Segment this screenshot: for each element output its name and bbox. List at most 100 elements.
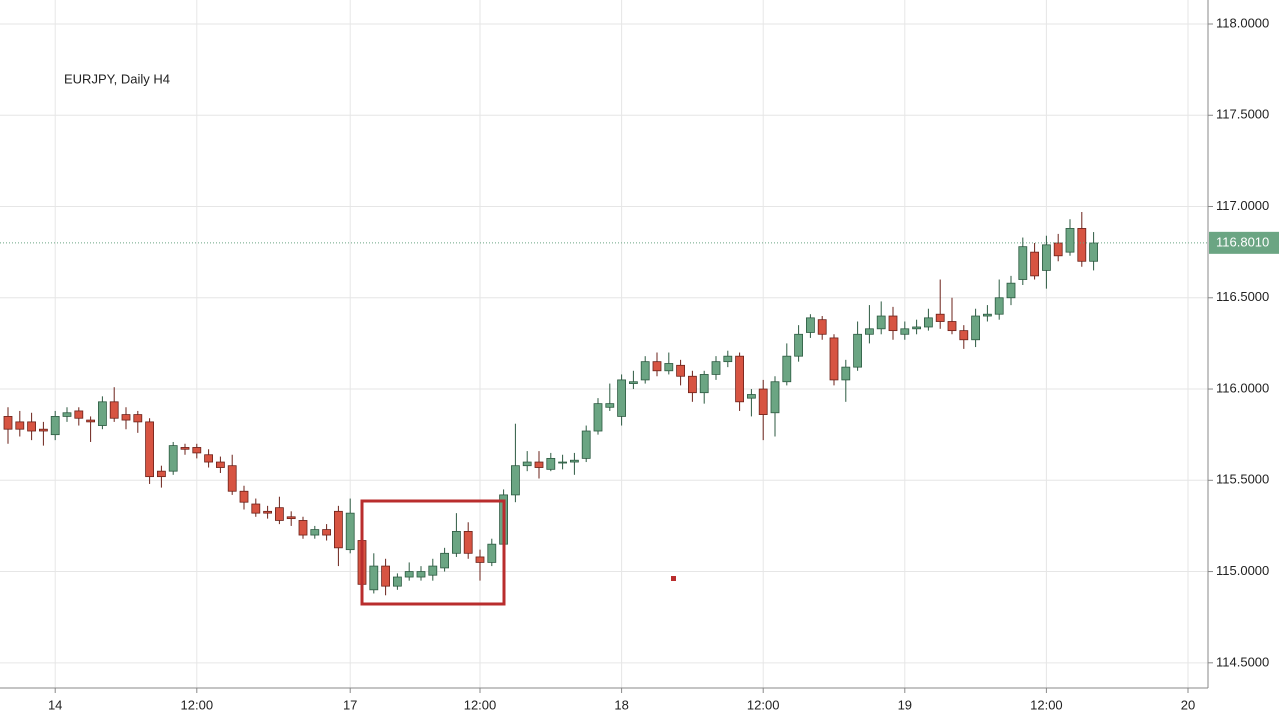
candle-body <box>62 412 72 417</box>
candle-body <box>640 361 650 381</box>
candle-body <box>440 552 450 569</box>
candle-body <box>15 421 25 430</box>
candle-body <box>983 313 992 317</box>
candle-body <box>50 416 60 436</box>
candle-body <box>711 361 721 375</box>
candle-body <box>404 571 414 578</box>
y-tick-label: 116.5000 <box>1216 289 1269 304</box>
candle-body <box>534 461 544 468</box>
candle-body <box>900 328 910 335</box>
candle-body <box>510 465 520 496</box>
candle-body <box>392 576 402 587</box>
candle-body <box>286 516 296 520</box>
candle-body <box>794 333 803 357</box>
candle-body <box>652 361 662 372</box>
last-price-label: 116.8010 <box>1216 234 1269 249</box>
candle-body <box>888 315 898 332</box>
candle-body <box>121 414 131 421</box>
candle-body <box>617 379 626 417</box>
candles <box>0 211 1208 596</box>
candle-body <box>806 317 815 333</box>
candle-body <box>215 461 225 468</box>
candle-body <box>723 355 733 363</box>
candle-body <box>274 507 284 521</box>
candle-body <box>546 457 556 470</box>
candle-body <box>629 381 638 384</box>
x-tick-label: 18 <box>614 697 628 712</box>
candle-body <box>227 465 237 492</box>
candle-body <box>345 512 355 551</box>
candle-body <box>333 510 343 549</box>
candle-body <box>204 454 214 463</box>
candle-body <box>263 510 273 514</box>
candle-body <box>1053 242 1063 257</box>
candle-body <box>1006 282 1016 299</box>
candle-body <box>168 445 178 472</box>
candle-body <box>947 321 957 332</box>
candle-body <box>735 355 744 403</box>
candle-body <box>841 366 851 381</box>
candle-body <box>310 529 320 536</box>
candle-body <box>463 530 473 554</box>
y-tick-label: 115.5000 <box>1216 472 1269 487</box>
candle-body <box>676 364 685 377</box>
y-tick-label: 114.5000 <box>1216 654 1269 669</box>
chart-title: EURJPY, Daily H4 <box>64 71 170 86</box>
candle-body <box>145 421 155 478</box>
candle-body <box>1065 228 1075 253</box>
candle-body <box>924 317 933 328</box>
candle-body <box>156 470 166 478</box>
y-tick-label: 117.0000 <box>1216 198 1269 213</box>
candle-body <box>133 414 143 423</box>
candle-body <box>298 520 308 536</box>
x-tick-label: 12:00 <box>464 697 497 712</box>
x-tick-label: 12:00 <box>181 697 214 712</box>
candle-body <box>74 410 84 419</box>
candle-body <box>770 381 780 414</box>
candle-body <box>1042 244 1051 271</box>
candle-body <box>475 556 485 563</box>
candle-body <box>699 374 709 394</box>
candle-body <box>487 543 497 563</box>
candle-body <box>829 337 839 381</box>
candle-body <box>876 315 886 330</box>
candle-body <box>416 571 426 578</box>
y-tick-label: 118.0000 <box>1216 15 1269 30</box>
y-tick-label: 115.0000 <box>1216 563 1269 578</box>
marker-dot <box>671 576 676 581</box>
candle-body <box>593 403 603 432</box>
candle-body <box>853 333 862 368</box>
candle-body <box>428 565 438 576</box>
candle-body <box>558 461 567 464</box>
candle-body <box>581 430 591 459</box>
grid <box>0 0 1208 688</box>
candle-body <box>27 421 37 432</box>
candle-body <box>109 401 119 419</box>
y-tick-label: 116.0000 <box>1216 380 1269 395</box>
candle-body <box>1030 251 1039 277</box>
candle-body <box>782 355 792 383</box>
x-tick-label: 17 <box>343 697 357 712</box>
x-tick-label: 12:00 <box>1030 697 1063 712</box>
candle-body <box>971 315 980 341</box>
candle-body <box>570 459 579 463</box>
candle-body <box>522 461 532 467</box>
candle-body <box>1077 228 1087 262</box>
last-price-box <box>1209 231 1279 254</box>
candle-body <box>912 326 921 330</box>
candle-body <box>251 503 261 514</box>
candle-body <box>98 401 107 426</box>
candle-body <box>381 565 391 587</box>
candle-body <box>1018 246 1028 280</box>
candle-body <box>1089 242 1098 262</box>
candle-body <box>688 375 697 394</box>
candle-body <box>39 428 48 432</box>
candle-body <box>664 363 674 372</box>
candle-body <box>935 313 945 322</box>
candle-body <box>817 319 827 335</box>
candle-body <box>451 530 461 554</box>
highlight-box <box>360 499 506 606</box>
candle-body <box>747 394 756 399</box>
